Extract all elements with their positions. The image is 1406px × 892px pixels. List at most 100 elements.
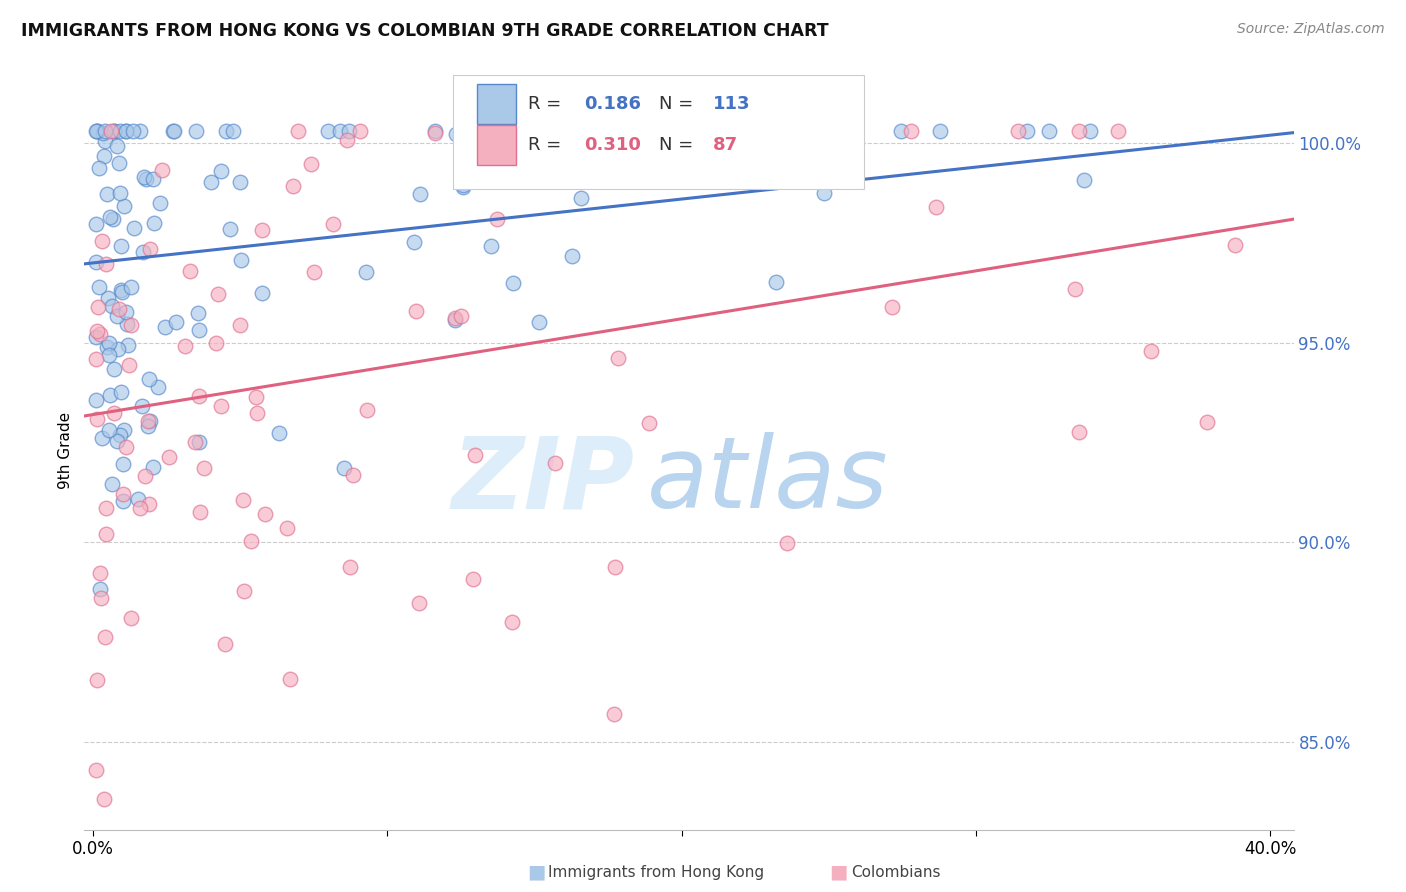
Point <box>1073 173 1095 187</box>
Point <box>86 763 108 777</box>
Text: N =: N = <box>659 136 699 154</box>
Point <box>209 164 232 178</box>
Point <box>1017 124 1039 138</box>
Text: ■: ■ <box>830 863 848 882</box>
Point <box>122 221 145 235</box>
Point <box>561 249 583 263</box>
Point <box>200 175 222 189</box>
Point <box>637 416 659 430</box>
Point <box>776 536 799 550</box>
Point <box>322 217 344 231</box>
Point <box>110 283 132 297</box>
Text: IMMIGRANTS FROM HONG KONG VS COLOMBIAN 9TH GRADE CORRELATION CHART: IMMIGRANTS FROM HONG KONG VS COLOMBIAN 9… <box>21 22 828 40</box>
Point <box>108 301 131 316</box>
Point <box>193 461 215 475</box>
Point <box>100 211 122 225</box>
Point <box>245 390 267 404</box>
Point <box>837 124 859 138</box>
Point <box>1038 124 1060 138</box>
Text: 87: 87 <box>713 136 738 154</box>
Point <box>423 126 446 140</box>
Point <box>276 521 298 535</box>
Point <box>214 124 236 138</box>
Point <box>132 245 155 260</box>
Point <box>93 149 115 163</box>
Point <box>115 305 138 319</box>
Point <box>229 318 252 333</box>
Point <box>131 399 153 413</box>
Point <box>86 217 108 231</box>
Point <box>98 423 121 437</box>
Point <box>179 264 201 278</box>
Point <box>464 448 486 462</box>
Point <box>1063 282 1085 296</box>
Point <box>187 306 209 320</box>
Point <box>100 477 122 491</box>
Point <box>336 133 359 147</box>
Point <box>93 134 115 148</box>
Point <box>188 324 211 338</box>
Point <box>94 526 117 541</box>
Point <box>731 172 754 186</box>
Point <box>205 335 228 350</box>
Point <box>107 156 129 170</box>
Text: Source: ZipAtlas.com: Source: ZipAtlas.com <box>1237 22 1385 37</box>
Point <box>138 497 160 511</box>
Point <box>254 507 277 521</box>
Point <box>110 385 132 400</box>
Point <box>96 187 118 202</box>
Point <box>118 359 141 373</box>
Point <box>222 124 245 138</box>
Point <box>184 434 207 449</box>
Point <box>451 180 474 194</box>
Point <box>544 456 567 470</box>
Point <box>1069 425 1091 440</box>
Point <box>1007 124 1029 138</box>
Point <box>121 124 143 138</box>
Point <box>103 124 125 138</box>
Point <box>423 124 446 138</box>
Point <box>529 315 551 329</box>
Text: N =: N = <box>659 95 699 113</box>
Point <box>184 124 207 138</box>
Point <box>112 199 135 213</box>
Point <box>342 468 364 483</box>
Point <box>139 414 162 428</box>
Text: R =: R = <box>529 136 567 154</box>
Point <box>188 389 211 403</box>
Point <box>232 492 254 507</box>
Point <box>209 399 232 413</box>
Point <box>135 172 157 186</box>
FancyBboxPatch shape <box>453 75 865 189</box>
Point <box>402 235 425 250</box>
Point <box>94 124 117 138</box>
Point <box>1069 124 1091 138</box>
Point <box>134 469 156 483</box>
Point <box>339 124 361 138</box>
Point <box>103 212 125 227</box>
Point <box>329 124 352 138</box>
Point <box>484 124 506 138</box>
Point <box>111 487 134 501</box>
Point <box>229 252 252 267</box>
Point <box>103 406 125 420</box>
Point <box>108 186 131 200</box>
Point <box>925 200 948 214</box>
Point <box>111 494 134 508</box>
Point <box>1195 415 1218 429</box>
Point <box>136 414 159 428</box>
Point <box>405 304 427 318</box>
Point <box>354 265 377 279</box>
Point <box>1107 124 1129 138</box>
Point <box>501 615 523 629</box>
Point <box>250 286 273 301</box>
Point <box>153 320 176 334</box>
Point <box>93 792 115 806</box>
Point <box>339 560 361 574</box>
Point <box>890 124 912 138</box>
Point <box>107 434 129 449</box>
Point <box>101 299 124 313</box>
Point <box>103 362 125 376</box>
Point <box>97 291 120 305</box>
Point <box>165 315 187 329</box>
